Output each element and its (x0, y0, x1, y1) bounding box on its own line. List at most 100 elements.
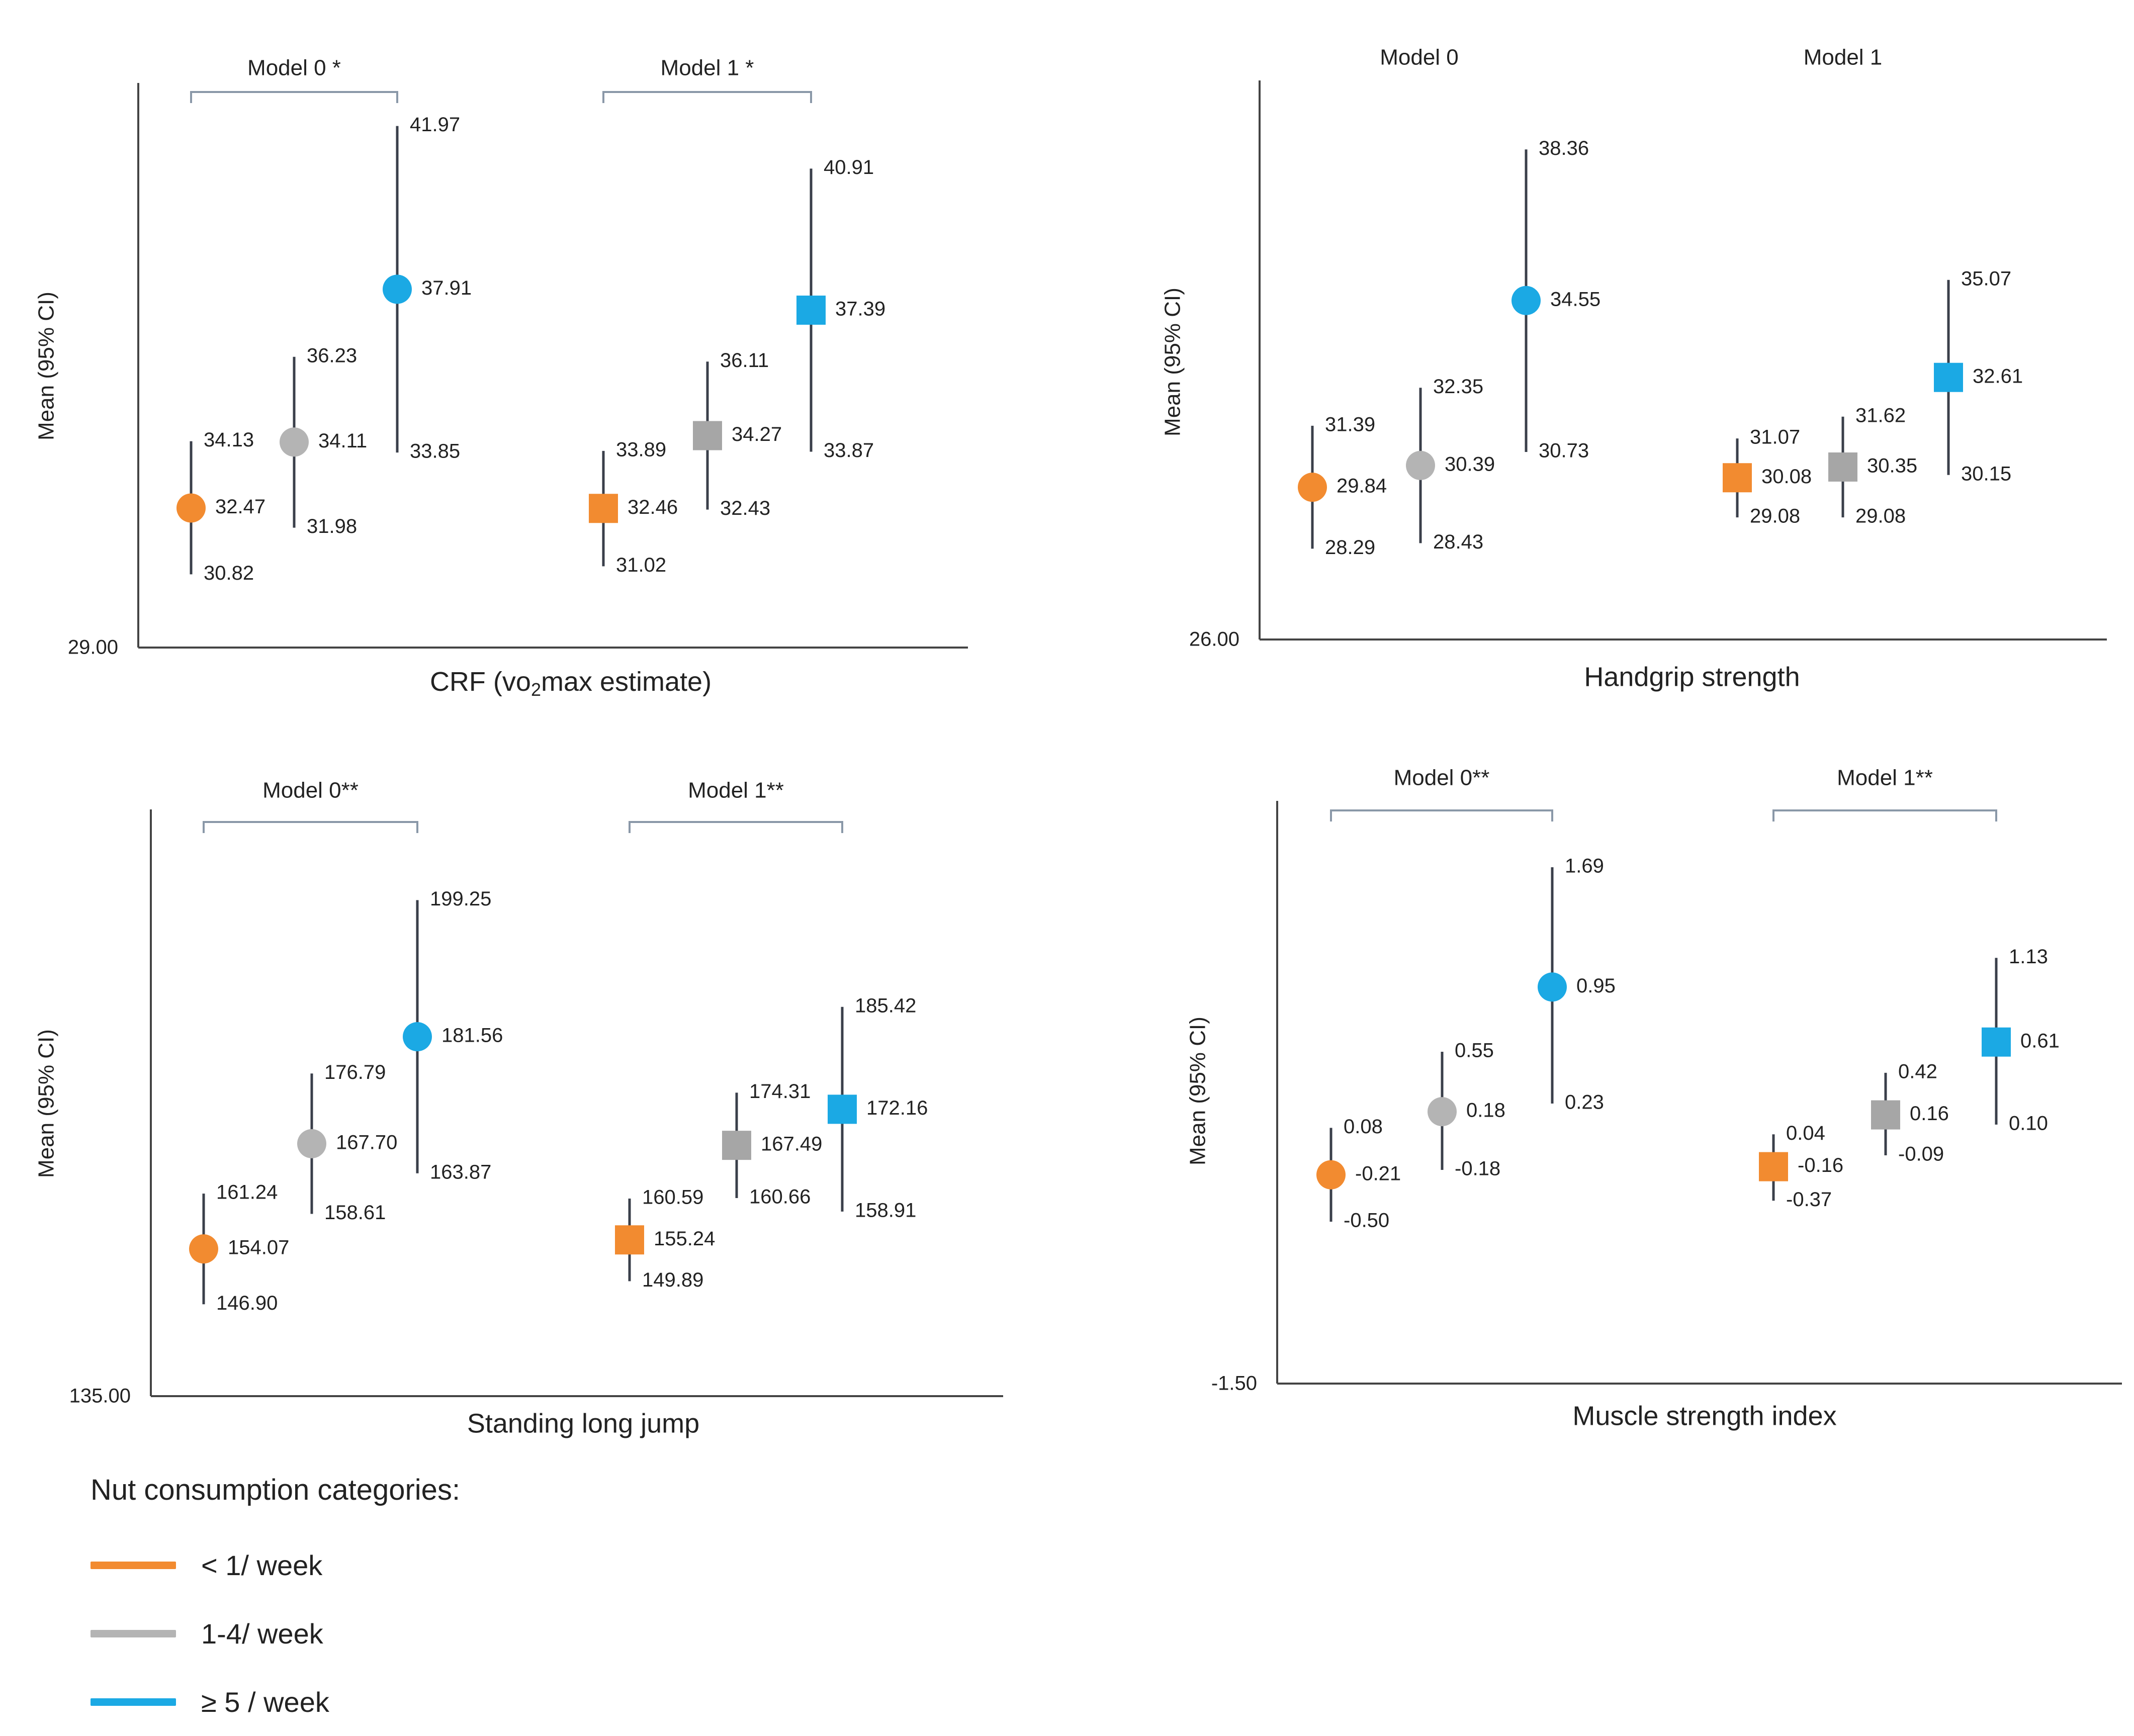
upper-ci-label: 41.97 (410, 114, 460, 136)
mean-point (176, 493, 206, 523)
mean-point (1934, 362, 1963, 392)
lower-ci-label: 31.98 (307, 515, 357, 537)
chart-title: Muscle strength index (1572, 1401, 1836, 1431)
mean-label: 167.70 (336, 1131, 397, 1153)
legend-label-mid: 1-4/ week (201, 1617, 323, 1650)
group-bracket (1772, 809, 1997, 821)
mean-label: 30.08 (1761, 466, 1812, 488)
upper-ci-label: 1.13 (2009, 946, 2048, 968)
mean-point (1511, 286, 1541, 315)
lower-ci-label: 149.89 (642, 1269, 703, 1291)
mean-point (1759, 1152, 1788, 1181)
mean-label: 30.35 (1867, 454, 1917, 477)
lower-ci-label: 158.61 (324, 1202, 386, 1224)
upper-ci-label: 38.36 (1539, 137, 1589, 159)
group-label: Model 1** (1837, 766, 1933, 790)
y-tick-label: 29.00 (68, 636, 118, 659)
mean-label: 155.24 (654, 1228, 715, 1250)
mean-point (1298, 473, 1327, 502)
chart-title: Handgrip strength (1584, 662, 1800, 692)
lower-ci-label: 33.85 (410, 440, 460, 463)
upper-ci-label: 176.79 (324, 1061, 386, 1083)
upper-ci-label: 32.35 (1433, 376, 1483, 398)
y-tick-label: 135.00 (69, 1385, 131, 1407)
lower-ci-label: 146.90 (216, 1292, 278, 1314)
legend-swatch-high (91, 1698, 176, 1706)
upper-ci-label: 161.24 (216, 1181, 278, 1204)
legend-swatch-mid (91, 1629, 176, 1637)
y-axis-label: Mean (95% CI) (1161, 288, 1185, 436)
upper-ci-label: 0.42 (1898, 1060, 1937, 1082)
lower-ci-label: -0.18 (1455, 1158, 1500, 1180)
lower-ci-label: 29.08 (1750, 505, 1800, 527)
group-label: Model 0 (1380, 45, 1459, 70)
mean-point (1871, 1100, 1900, 1130)
mean-point (1316, 1160, 1346, 1190)
group-label: Model 0** (1394, 766, 1490, 790)
mean-label: -0.16 (1798, 1154, 1843, 1176)
lower-ci-label: -0.09 (1898, 1143, 1944, 1165)
lower-ci-label: -0.37 (1786, 1189, 1832, 1211)
group-label: Model 1 * (661, 56, 754, 80)
upper-ci-label: 33.89 (616, 438, 666, 461)
upper-ci-label: 1.69 (1565, 855, 1604, 877)
mean-point (589, 494, 618, 523)
lower-ci-label: 0.10 (2009, 1112, 2048, 1134)
mean-point (1723, 463, 1752, 493)
upper-ci-label: 31.62 (1855, 404, 1906, 426)
mean-label: 32.61 (1973, 365, 2023, 387)
lower-ci-label: 32.43 (720, 497, 770, 519)
lower-ci-label: 158.91 (855, 1199, 916, 1221)
legend-item-mid: 1-4/ week (91, 1599, 460, 1668)
upper-ci-label: 36.23 (307, 344, 357, 367)
group-label: Model 1** (688, 778, 784, 803)
mean-label: 37.39 (835, 298, 885, 320)
mean-label: 167.49 (761, 1133, 822, 1155)
mean-point (693, 421, 722, 450)
group-bracket (629, 821, 843, 833)
mean-label: 37.91 (421, 277, 472, 299)
mean-point (1828, 452, 1857, 482)
legend-item-high: ≥ 5 / week (91, 1668, 460, 1736)
mean-label: -0.21 (1355, 1162, 1401, 1184)
upper-ci-label: 160.59 (642, 1186, 703, 1209)
upper-ci-label: 40.91 (824, 156, 874, 178)
lower-ci-label: 163.87 (430, 1161, 491, 1183)
mean-label: 32.47 (215, 496, 265, 518)
legend: Nut consumption categories: < 1/ week 1-… (91, 1473, 460, 1736)
mean-label: 34.27 (732, 423, 782, 445)
upper-ci-label: 0.55 (1455, 1040, 1494, 1062)
chart-title: CRF (vo2max estimate) (430, 667, 712, 699)
mean-point (1538, 972, 1567, 1002)
mean-point (1406, 450, 1435, 480)
legend-swatch-low (91, 1561, 176, 1569)
lower-ci-label: 28.29 (1325, 536, 1375, 559)
lower-ci-label: 30.82 (204, 562, 254, 584)
y-axis-label: Mean (95% CI) (1186, 1017, 1210, 1165)
lower-ci-label: 29.08 (1855, 505, 1906, 527)
upper-ci-label: 0.04 (1786, 1122, 1825, 1144)
y-axis-label: Mean (95% CI) (34, 292, 59, 440)
lower-ci-label: 33.87 (824, 439, 874, 462)
mean-label: 29.84 (1337, 475, 1387, 497)
lower-ci-label: 160.66 (749, 1186, 811, 1208)
legend-title: Nut consumption categories: (91, 1474, 461, 1506)
group-bracket (602, 91, 812, 103)
group-bracket (190, 91, 398, 103)
mean-label: 154.07 (228, 1237, 289, 1259)
mean-point (189, 1234, 218, 1264)
upper-ci-label: 199.25 (430, 888, 491, 910)
chart-title: Standing long jump (467, 1408, 699, 1438)
mean-label: 0.61 (2020, 1030, 2060, 1052)
mean-label: 30.39 (1445, 453, 1495, 475)
lower-ci-label: -0.50 (1344, 1210, 1389, 1232)
legend-label-high: ≥ 5 / week (201, 1686, 329, 1718)
upper-ci-label: 174.31 (749, 1080, 811, 1103)
mean-point (828, 1094, 857, 1124)
mean-point (796, 295, 826, 325)
legend-item-low: < 1/ week (91, 1531, 460, 1599)
mean-point (1428, 1097, 1457, 1127)
upper-ci-label: 36.11 (720, 349, 769, 372)
upper-ci-label: 185.42 (855, 994, 916, 1017)
